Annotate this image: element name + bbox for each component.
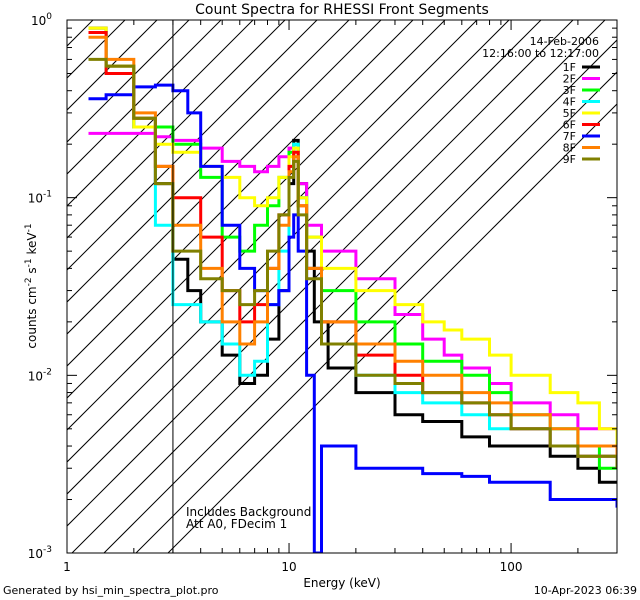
x-axis-label: Energy (keV) — [303, 576, 380, 590]
hatched-region — [67, 20, 617, 553]
hatch-line — [71, 20, 606, 553]
series-7F — [88, 83, 617, 553]
hatch-line — [103, 39, 617, 553]
y-tick-label: 10-3 — [28, 545, 52, 561]
generated-by: Generated by hsi_min_spectra_plot.pro — [3, 584, 219, 597]
series-9F — [88, 57, 617, 469]
hatch-line — [135, 71, 617, 553]
hatch-line — [67, 20, 510, 463]
y-tick-label: 10-2 — [28, 367, 52, 383]
y-tick-label: 10-1 — [28, 190, 52, 206]
hatch-line — [67, 20, 286, 239]
legend-label-1F: 1F — [563, 61, 576, 74]
y-axis-label: counts cm-2 s-1 keV-1 — [24, 223, 39, 348]
x-tick-label: 1 — [63, 560, 71, 574]
legend-label-2F: 2F — [563, 73, 576, 86]
hatch-line — [67, 20, 350, 303]
axis-ticks: 1 10 100 10-3 10-2 10-1 100 — [28, 12, 618, 574]
hatch-line — [67, 20, 382, 335]
series-2F — [88, 131, 617, 437]
note-attenuator: Att A0, FDecim 1 — [186, 517, 287, 531]
hatch-line — [67, 20, 478, 431]
hatch-line — [67, 20, 158, 111]
legend-label-6F: 6F — [563, 119, 576, 132]
series-5F — [88, 26, 617, 446]
legend-label-4F: 4F — [563, 96, 576, 109]
hatch-line — [67, 20, 190, 143]
hatch-line — [67, 20, 254, 207]
chart-title: Count Spectra for RHESSI Front Segments — [195, 2, 489, 18]
hatch-line — [167, 103, 617, 553]
legend-label-7F: 7F — [563, 130, 576, 143]
legend-label-8F: 8F — [563, 142, 576, 155]
series-layer — [88, 26, 617, 553]
series-1F — [88, 26, 617, 484]
legend-label-9F: 9F — [563, 153, 576, 166]
x-tick-label: 10 — [281, 560, 296, 574]
y-tick-label: 100 — [31, 12, 52, 28]
hatch-line — [67, 20, 94, 47]
plot-frame — [66, 19, 618, 554]
date-label: 14-Feb-2006 — [530, 35, 599, 48]
note-background: Includes Background — [186, 505, 311, 519]
legend-label-5F: 5F — [563, 107, 576, 120]
time-range-label: 12:16:00 to 12:17:00 — [482, 47, 599, 60]
legend-label-3F: 3F — [563, 84, 576, 97]
hatch-line — [67, 20, 222, 175]
timestamp: 10-Apr-2023 06:39 — [534, 584, 637, 597]
hatch-line — [67, 20, 318, 271]
hatch-line — [67, 20, 446, 399]
hatch-line — [67, 20, 414, 367]
hatch-line — [67, 20, 542, 495]
x-tick-label: 100 — [500, 560, 523, 574]
